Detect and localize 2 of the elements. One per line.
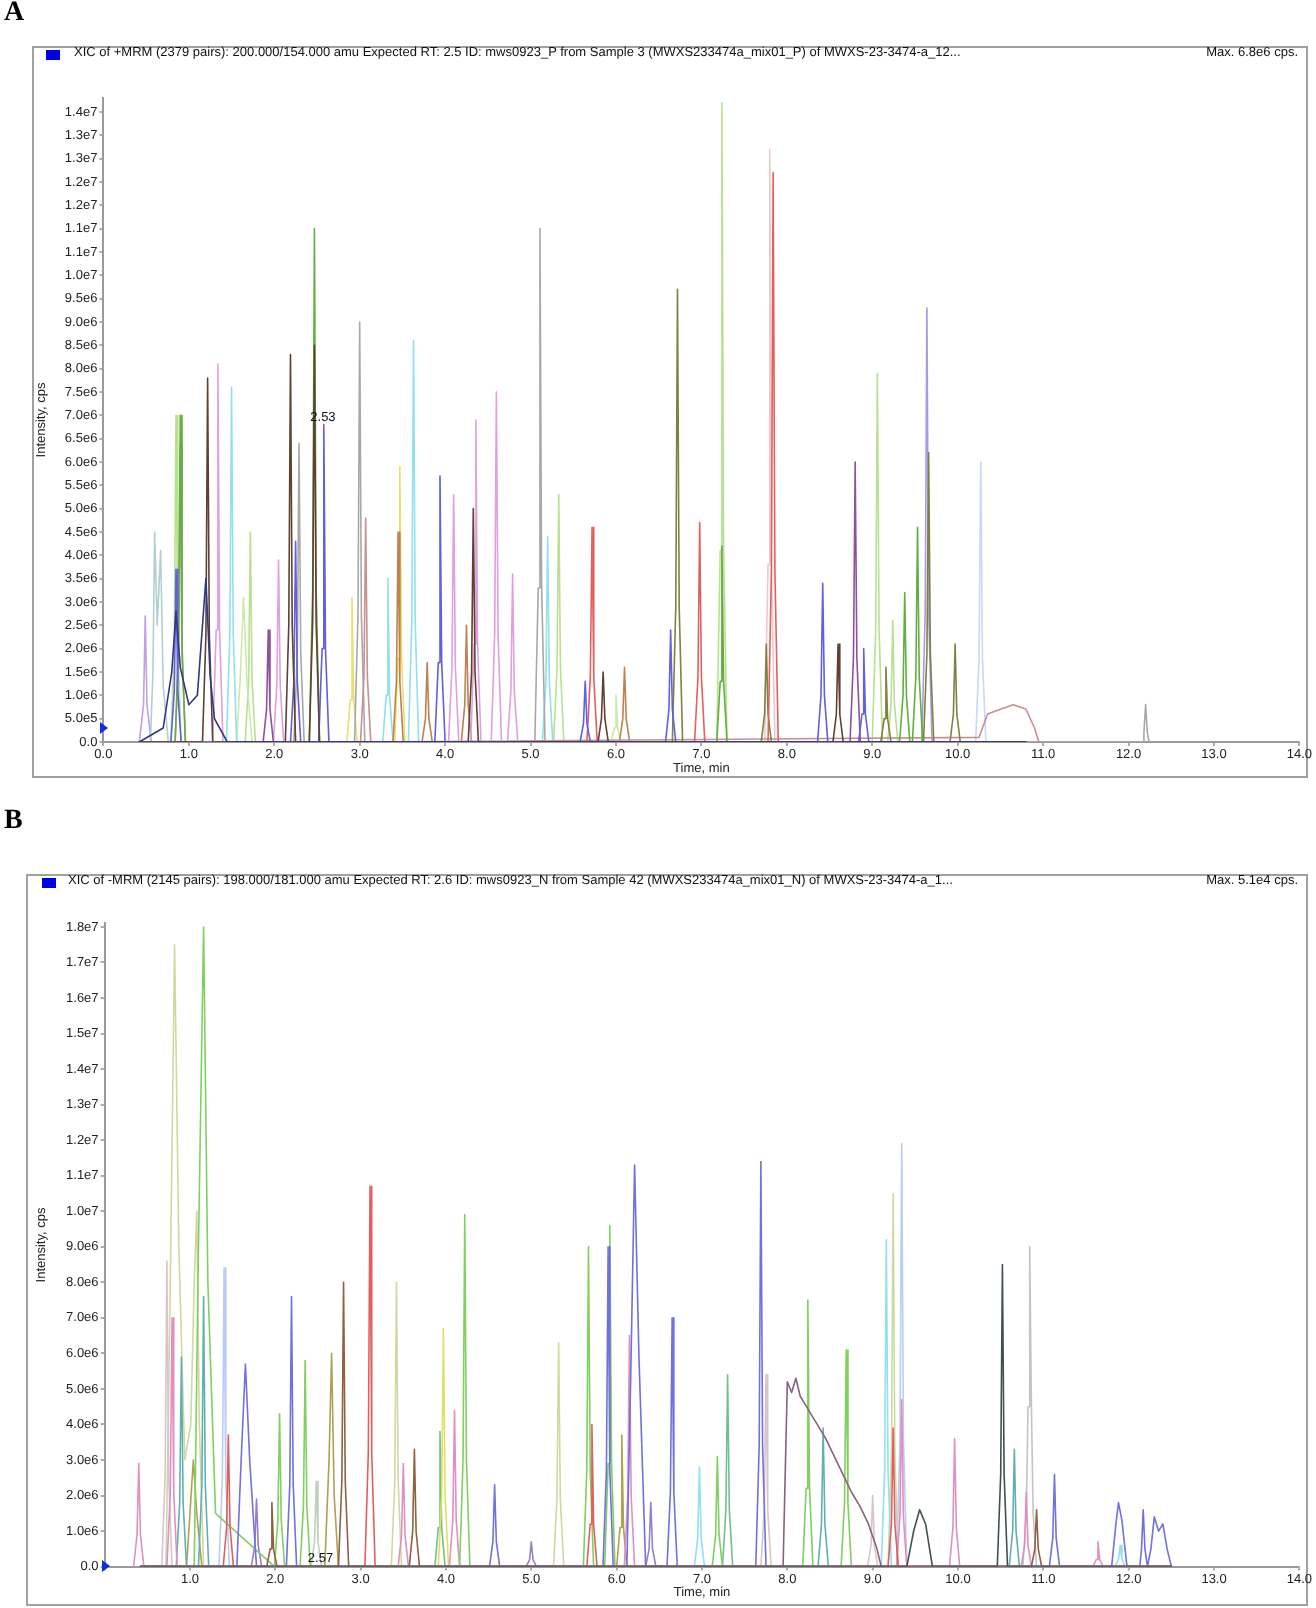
text: B	[4, 806, 23, 836]
text: A	[4, 0, 25, 28]
